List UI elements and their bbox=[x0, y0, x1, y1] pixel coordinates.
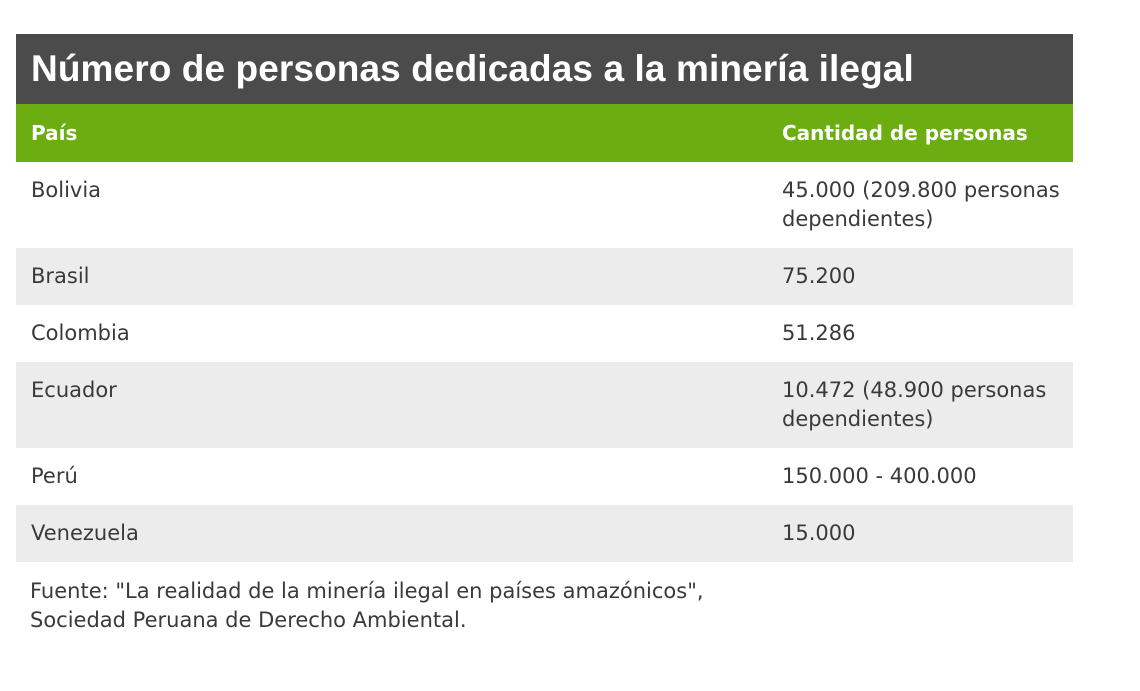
table-row: Bolivia 45.000 (209.800 personas dependi… bbox=[16, 162, 1073, 248]
cell-amount: 15.000 bbox=[782, 521, 856, 545]
cell-amount: 75.200 bbox=[782, 264, 856, 288]
cell-country: Venezuela bbox=[31, 521, 139, 545]
cell-country: Ecuador bbox=[31, 378, 117, 402]
cell-amount: 10.472 (48.900 personas dependientes) bbox=[782, 378, 1047, 431]
table-row: Colombia 51.286 bbox=[16, 305, 1073, 362]
table-title: Número de personas dedicadas a la minerí… bbox=[31, 48, 914, 89]
cell-country: Perú bbox=[31, 464, 78, 488]
table-title-bar: Número de personas dedicadas a la minerí… bbox=[16, 34, 1073, 104]
source-footnote: Fuente: "La realidad de la minería ilega… bbox=[30, 579, 704, 632]
table-row: Brasil 75.200 bbox=[16, 248, 1073, 305]
table-row: Venezuela 15.000 bbox=[16, 505, 1073, 562]
cell-country: Brasil bbox=[31, 264, 90, 288]
column-header-amount: Cantidad de personas bbox=[782, 121, 1028, 145]
cell-country: Bolivia bbox=[31, 178, 102, 202]
cell-country: Colombia bbox=[31, 321, 130, 345]
cell-amount: 45.000 (209.800 personas dependientes) bbox=[782, 178, 1060, 231]
column-header-country: País bbox=[31, 121, 78, 145]
data-table: Número de personas dedicadas a la minerí… bbox=[16, 34, 1073, 562]
table-row: Ecuador 10.472 (48.900 personas dependie… bbox=[16, 362, 1073, 448]
table-row: Perú 150.000 - 400.000 bbox=[16, 448, 1073, 505]
cell-amount: 150.000 - 400.000 bbox=[782, 464, 977, 488]
table-header-row: País Cantidad de personas bbox=[16, 104, 1073, 162]
cell-amount: 51.286 bbox=[782, 321, 856, 345]
